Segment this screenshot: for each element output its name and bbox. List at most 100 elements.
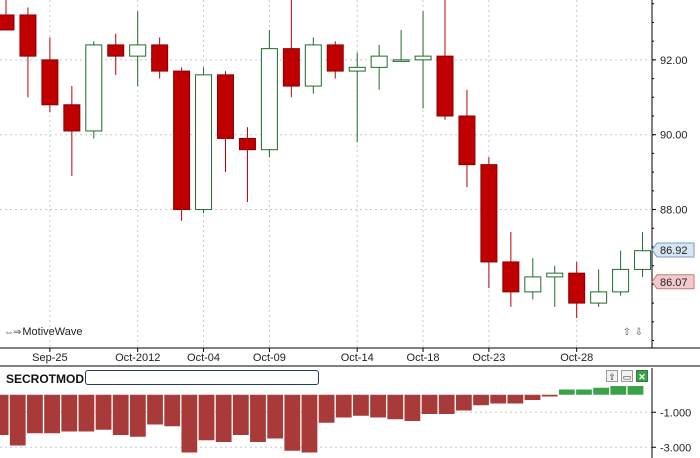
candle-up	[129, 44, 147, 57]
indicator-bar	[215, 394, 232, 442]
indicator-bar	[558, 389, 575, 395]
indicator-bar	[301, 394, 318, 453]
indicator-bar	[490, 394, 507, 404]
last-price-tag: 86.92	[651, 242, 695, 258]
indicator-bar	[27, 394, 43, 434]
indicator-bar	[267, 394, 284, 439]
indicator-title: SECROTMOD	[6, 372, 84, 386]
candle-down	[436, 55, 454, 117]
watermark-label: MotiveWave	[22, 326, 83, 338]
time-tick-label: Oct-09	[253, 352, 286, 364]
candle-down	[107, 44, 125, 57]
candle-down	[173, 70, 191, 211]
prev-price-tag: 86.07	[651, 274, 695, 290]
indicator-chart[interactable]: -1.000 -3.000	[0, 368, 700, 458]
move-up-icon[interactable]: ⇧	[606, 370, 618, 382]
candle-up	[348, 66, 366, 72]
indicator-bar	[387, 394, 404, 420]
time-axis[interactable]: Sep-25 Oct-2012 Oct-04 Oct-09 Oct-14 Oct-18 Oc…	[32, 348, 593, 364]
candle-down	[326, 44, 344, 72]
indicator-bar	[129, 394, 146, 437]
candle-up	[524, 276, 542, 293]
indicator-bar	[198, 394, 215, 441]
indicator-bar	[593, 387, 610, 395]
time-tick-label: Sep-25	[32, 352, 67, 364]
indicator-bar	[181, 394, 198, 453]
indicator-bar	[61, 394, 78, 432]
indicator-bar	[610, 386, 627, 395]
candle-down	[151, 44, 169, 72]
zoom-up-icon[interactable]: ⇧	[622, 327, 632, 338]
indicator-bar	[147, 394, 163, 425]
indicator-bar	[473, 394, 489, 406]
indicator-bars	[0, 386, 652, 453]
candle-up	[414, 55, 432, 61]
motivewave-watermark: ⇔⇒ MotiveWave	[4, 326, 83, 338]
candle-up	[634, 250, 652, 270]
candle-up	[392, 59, 410, 62]
candle-down	[217, 74, 234, 139]
indicator-bar	[541, 394, 558, 397]
price-grid	[0, 0, 700, 368]
indicator-bar	[335, 394, 352, 418]
candle-down	[502, 261, 520, 293]
close-icon[interactable]: ✕	[636, 370, 648, 382]
zoom-controls: ⇧ ⇩	[622, 327, 644, 338]
indicator-bar	[9, 394, 26, 446]
time-tick-label: Oct-18	[407, 352, 440, 364]
indicator-bar	[404, 394, 421, 421]
indicator-bar	[95, 394, 112, 430]
time-tick-label: Oct-23	[472, 352, 505, 364]
indicator-bar	[421, 394, 438, 414]
candle-down	[480, 164, 498, 263]
indicator-bar	[232, 394, 249, 435]
indicator-tick-label: -3.000	[660, 442, 691, 454]
time-tick-label: Oct-14	[341, 352, 374, 364]
indicator-bar	[318, 394, 335, 423]
candle-up	[546, 272, 564, 278]
indicator-bar	[164, 394, 181, 427]
candle-down	[282, 48, 300, 87]
candle-up	[85, 44, 103, 132]
time-tick-label: Oct-28	[560, 352, 593, 364]
time-tick-label: Oct-04	[187, 352, 220, 364]
indicator-bar	[284, 394, 301, 451]
zoom-down-icon[interactable]: ⇩	[634, 327, 644, 338]
indicator-bar	[353, 394, 369, 416]
price-chart[interactable]: 92.00 90.00 88.00 86.92 86.07 Sep-25 Oct-2012…	[0, 0, 700, 368]
price-tick-label: 88.00	[660, 205, 688, 217]
svg-text:86.07: 86.07	[660, 277, 688, 289]
candles	[0, 0, 652, 319]
indicator-bar	[438, 394, 455, 414]
candle-down	[0, 14, 15, 31]
indicator-controls: ⇧ ▭ ✕	[606, 370, 648, 382]
indicator-bar	[44, 394, 60, 434]
indicator-bar	[576, 389, 592, 395]
svg-text:86.92: 86.92	[660, 245, 688, 257]
price-axis[interactable]: 92.00 90.00 88.00 86.92 86.07	[651, 3, 695, 342]
indicator-bar	[250, 394, 266, 442]
indicator-bar	[507, 394, 524, 404]
candle-up	[590, 291, 608, 304]
candle-down	[19, 14, 37, 57]
candle-up	[612, 268, 630, 293]
maximize-icon[interactable]: ▭	[621, 370, 633, 382]
candle-up	[195, 74, 213, 211]
indicator-tick-label: -1.000	[660, 407, 691, 419]
candle-up	[260, 48, 278, 151]
indicator-bar	[78, 394, 95, 432]
candle-up	[370, 55, 388, 68]
candle-down	[238, 137, 256, 151]
scroll-arrows-icon[interactable]: ⇔⇒	[4, 326, 21, 338]
indicator-bar	[112, 394, 129, 435]
indicator-bar	[370, 394, 386, 418]
indicator-bar	[0, 394, 9, 435]
price-tick-label: 92.00	[660, 55, 688, 67]
indicator-axis[interactable]: -1.000 -3.000	[651, 368, 691, 458]
indicator-params-box[interactable]	[85, 370, 319, 385]
time-tick-label: Oct-2012	[115, 352, 160, 364]
indicator-bar	[455, 394, 472, 411]
price-tick-label: 90.00	[660, 130, 688, 142]
candle-down	[63, 104, 81, 132]
indicator-bar	[524, 394, 541, 400]
